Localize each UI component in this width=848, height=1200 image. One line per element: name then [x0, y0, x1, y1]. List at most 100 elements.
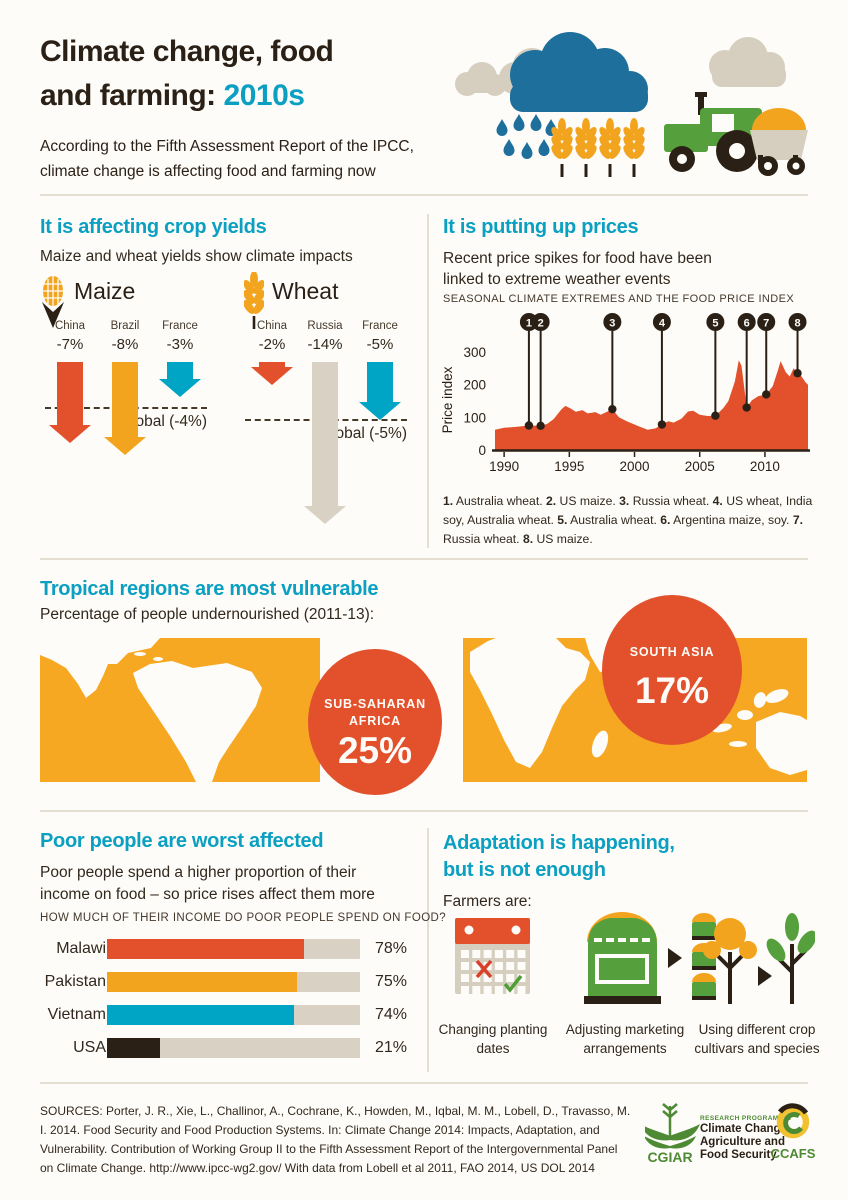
event-marker-dot [711, 411, 720, 420]
event-marker-number: 2 [538, 318, 544, 330]
page-intro: According to the Fifth Assessment Report… [40, 138, 414, 180]
footnote-number: 2. [545, 494, 557, 508]
adaptation-icons [455, 912, 815, 1004]
x-tick-label: 1995 [554, 459, 584, 474]
yield-arrow-head [104, 436, 146, 455]
crop-country-label: France [362, 320, 398, 332]
crop-country-label: China [54, 320, 86, 332]
event-marker-number: 3 [609, 318, 615, 330]
event-marker-dot [657, 420, 667, 429]
event-marker-badge [737, 313, 756, 331]
sources-text: SOURCES: Porter, J. R., Xie, L., Challin… [40, 1104, 631, 1175]
ccafs-logo: CCAFS [771, 1103, 816, 1161]
x-tick-label: 2010 [750, 459, 780, 474]
calendar-icon [455, 918, 530, 994]
x-tick-label: 1990 [489, 459, 519, 474]
column-divider [427, 214, 429, 548]
svg-text:CGIAR: CGIAR [647, 1149, 692, 1165]
bar-track [107, 1038, 360, 1058]
map-section-subtitle: Percentage of people undernourished (201… [40, 606, 375, 623]
event-marker-badge [788, 313, 807, 331]
crop-section-subtitle: Maize and wheat yields show climate impa… [40, 248, 353, 265]
title-highlight: 2010s [223, 79, 305, 112]
event-marker-number: 1 [526, 318, 532, 330]
svg-text:17%: 17% [635, 670, 709, 711]
bar-chart-caption: HOW MUCH OF THEIR INCOME DO POOR PEOPLE … [40, 912, 447, 924]
bar-value-label: 74% [375, 1006, 408, 1023]
crop-yield-value: -2% [258, 336, 286, 353]
crop-yield-value: -7% [56, 336, 84, 353]
svg-text:Climate Change,: Climate Change, [700, 1123, 790, 1135]
map-section-title: Tropical regions are most vulnerable [40, 578, 379, 600]
global-average-label: Global (-5%) [320, 425, 407, 442]
crop-section-title: It is affecting crop yields [40, 216, 267, 238]
bar-fill [107, 972, 297, 992]
yield-arrow-head [251, 367, 293, 386]
crop-country-label: Brazil [110, 320, 140, 332]
bar-fill [107, 939, 305, 959]
bar-value-label: 78% [375, 940, 408, 957]
section-divider [40, 194, 808, 196]
svg-text:AFRICA: AFRICA [349, 714, 401, 728]
ccafs-program-text: RESEARCH PROGRAM ON Climate Change, Agri… [700, 1115, 791, 1161]
adaptation-caption-2: Adjusting marketing arrangements [565, 1022, 685, 1056]
bar-category-label: Pakistan [44, 973, 106, 990]
event-marker-dot [524, 421, 534, 430]
adaptation-lead: Farmers are: [443, 893, 532, 910]
global-average-label: Global (-4%) [120, 413, 207, 431]
wheat-icon [244, 272, 264, 329]
yield-arrow-body [167, 362, 193, 379]
y-tick-label: 300 [463, 345, 486, 360]
bar-fill [107, 1005, 295, 1025]
event-marker-badge [603, 313, 622, 331]
event-marker-dot [793, 369, 802, 378]
yield-arrow-head [304, 506, 346, 525]
adaptation-caption-3: Using different crop cultivars and speci… [694, 1022, 820, 1056]
maize-label: Maize [74, 278, 136, 304]
footer-logos: CGIAR RESEARCH PROGRAM ON Climate Change… [645, 1103, 816, 1165]
event-marker-number: 5 [712, 318, 718, 330]
y-tick-label: 200 [463, 378, 486, 393]
bar-fill [107, 1038, 161, 1058]
yield-arrow-body [312, 362, 338, 507]
weather-farming-illustration [455, 32, 808, 177]
crop-country-label: Russia [307, 320, 343, 332]
yield-arrow-head [159, 378, 201, 397]
adaptation-caption-1: Changing planting dates [438, 1022, 548, 1056]
price-area-series [495, 360, 808, 450]
crop-yield-value: -5% [366, 336, 394, 353]
market-icon [584, 912, 716, 1004]
bar-category-label: Vietnam [47, 1006, 106, 1023]
grain-trailer-icon [750, 108, 808, 176]
event-marker-dot [742, 403, 751, 412]
footnote-number: 1. [443, 494, 454, 508]
maize-icon [42, 276, 64, 328]
footnote-number: 3. [619, 494, 630, 508]
svg-text:RESEARCH PROGRAM ON: RESEARCH PROGRAM ON [700, 1115, 791, 1122]
page-title: Climate change, food and farming: 2010s [40, 35, 334, 112]
price-section-title: It is putting up prices [443, 216, 639, 238]
trees-icon [703, 913, 815, 1004]
svg-text:Food Security: Food Security [700, 1149, 777, 1161]
yield-arrow-body [112, 362, 138, 437]
bar-category-label: USA [73, 1039, 106, 1056]
event-marker-number: 6 [744, 318, 750, 330]
wheat-label: Wheat [272, 278, 339, 304]
event-marker-badge [652, 313, 671, 331]
y-tick-label: 0 [478, 443, 486, 458]
event-marker-badge [757, 313, 776, 331]
event-marker-badge [531, 313, 550, 331]
footnote-number: 8. [522, 532, 534, 546]
event-marker-dot [608, 404, 617, 414]
yield-arrow-body [367, 362, 393, 402]
event-marker-dot [536, 421, 545, 431]
event-marker-number: 4 [659, 318, 666, 330]
column-divider [427, 828, 429, 1072]
footnote-number: 4. [712, 494, 723, 508]
svg-text:CCAFS: CCAFS [771, 1146, 816, 1161]
income-bar-chart: Malawi 78% Pakistan 75% Vietnam 74% USA 21% [40, 930, 427, 1070]
poor-section-subtitle: Poor people spend a higher proportion of… [40, 864, 375, 903]
map-landmass-americas [40, 638, 262, 782]
svg-text:Agriculture and: Agriculture and [700, 1136, 785, 1148]
footnote-number: 7. [792, 513, 803, 527]
